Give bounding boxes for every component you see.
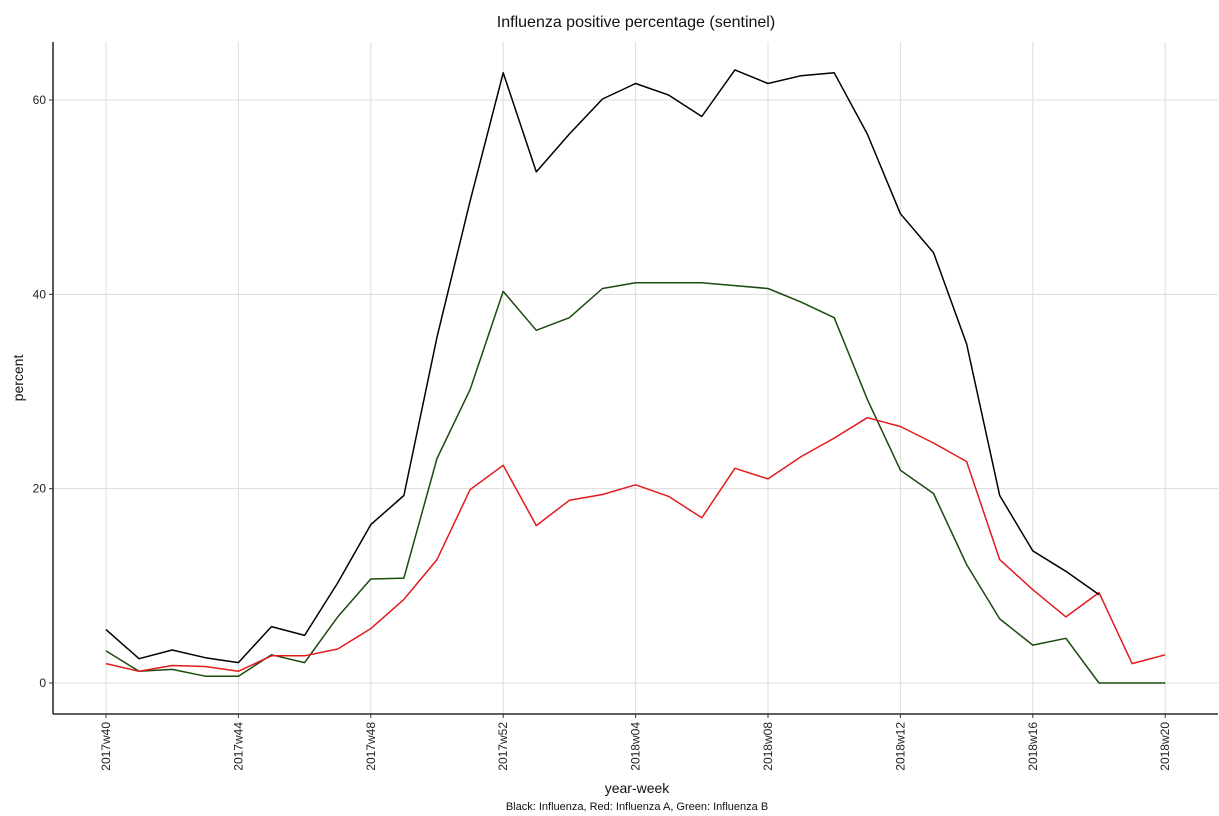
x-tick-label: 2017w44 xyxy=(231,722,245,771)
y-tick-label: 40 xyxy=(33,287,47,301)
x-tick-label: 2017w52 xyxy=(496,722,510,771)
x-tick-label: 2018w16 xyxy=(1026,722,1040,771)
x-tick-label: 2018w12 xyxy=(893,722,907,771)
x-tick-label: 2018w08 xyxy=(761,722,775,771)
y-tick-label: 60 xyxy=(33,93,47,107)
x-tick-label: 2018w04 xyxy=(629,722,643,771)
y-tick-label: 0 xyxy=(39,676,46,690)
tick-layer: 0 20 40 60 2017w40 2017w44 2017w48 2017w52 2018w… xyxy=(33,93,1173,771)
chart-title: Influenza positive percentage (sentinel) xyxy=(497,14,775,31)
x-tick-label: 2018w20 xyxy=(1158,722,1172,771)
y-axis-title: percent xyxy=(10,355,26,402)
series-line-black xyxy=(105,69,1100,664)
x-tick-label: 2017w40 xyxy=(99,722,113,771)
x-axis-title: year-week xyxy=(605,780,671,796)
chart-caption: Black: Influenza, Red: Influenza A, Gree… xyxy=(506,801,768,813)
grid-layer xyxy=(53,42,1218,714)
y-tick-label: 20 xyxy=(33,482,47,496)
x-tick-label: 2017w48 xyxy=(364,722,378,771)
series-line-green xyxy=(105,281,1166,684)
series-layer xyxy=(105,69,1166,684)
series-line-red xyxy=(105,416,1166,673)
